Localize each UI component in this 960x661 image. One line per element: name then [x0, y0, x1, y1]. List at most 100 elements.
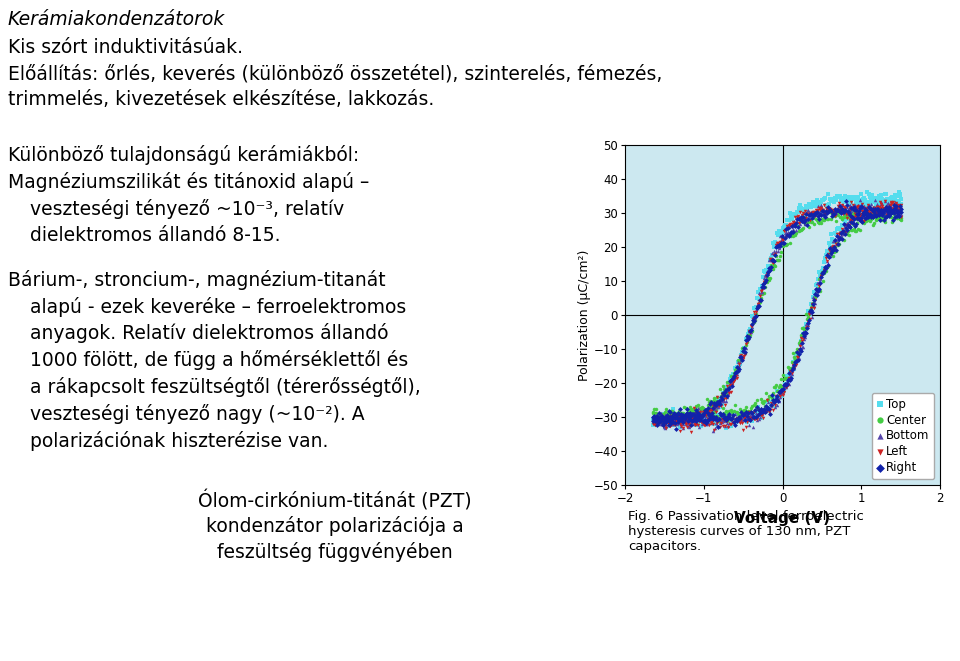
Point	[841, 208, 856, 218]
Point	[727, 371, 742, 381]
Bottom	[889, 208, 904, 218]
Point	[838, 208, 853, 219]
Left	[733, 414, 749, 425]
Top	[885, 196, 900, 206]
Point	[869, 208, 884, 218]
Point	[814, 206, 829, 216]
Point	[785, 209, 801, 219]
Point	[880, 208, 896, 219]
Point	[722, 382, 737, 393]
Point	[791, 202, 806, 213]
Left	[661, 414, 677, 425]
Point	[755, 284, 770, 295]
Center	[719, 406, 734, 416]
Top	[780, 371, 795, 381]
Point	[893, 212, 908, 222]
Center	[804, 303, 819, 313]
Center	[710, 416, 726, 426]
Point	[714, 399, 730, 409]
Left	[735, 424, 751, 435]
Point	[740, 330, 756, 340]
Point	[678, 410, 693, 420]
Top	[674, 416, 689, 426]
Point	[654, 414, 669, 424]
Right	[814, 267, 829, 278]
Point	[660, 409, 675, 420]
Bottom	[693, 412, 708, 422]
Top	[758, 405, 774, 415]
Point	[789, 221, 804, 231]
Point	[795, 208, 810, 218]
Top	[710, 415, 726, 426]
Bottom	[846, 213, 861, 223]
Point	[885, 215, 900, 225]
Left	[824, 247, 839, 257]
Point	[852, 209, 868, 219]
Left	[755, 409, 770, 420]
Point	[663, 406, 679, 416]
Point	[851, 192, 866, 202]
Point	[662, 418, 678, 428]
Right	[723, 413, 738, 424]
Point	[837, 190, 852, 201]
Point	[857, 195, 873, 206]
Point	[743, 325, 758, 336]
Point	[701, 409, 716, 420]
Center	[660, 408, 676, 419]
Point	[801, 204, 816, 215]
Point	[734, 347, 750, 358]
Center	[839, 229, 854, 239]
Right	[708, 413, 723, 424]
Point	[846, 206, 861, 216]
Point	[672, 413, 687, 424]
Top	[765, 401, 780, 412]
Point	[728, 363, 743, 373]
Point	[662, 407, 678, 417]
Left	[690, 420, 706, 431]
Center	[828, 241, 843, 252]
Right	[852, 212, 867, 223]
Top	[743, 412, 758, 422]
Point	[689, 414, 705, 425]
Right	[891, 211, 906, 221]
Top	[698, 413, 713, 424]
Point	[756, 288, 771, 298]
Top	[737, 413, 753, 424]
Point	[730, 369, 745, 379]
Point	[734, 343, 750, 354]
Right	[729, 414, 744, 424]
Point	[840, 192, 855, 203]
Point	[832, 203, 848, 214]
Text: kondenzátor polarizációja a: kondenzátor polarizációja a	[206, 516, 464, 536]
Center	[724, 405, 739, 415]
Left	[674, 420, 689, 431]
Point	[722, 388, 737, 399]
Bottom	[746, 422, 761, 432]
Point	[804, 217, 819, 227]
Left	[704, 418, 719, 428]
Point	[708, 400, 723, 410]
Top	[772, 392, 787, 403]
Point	[715, 388, 731, 399]
Point	[810, 210, 826, 221]
Center	[872, 214, 887, 225]
Bottom	[654, 418, 669, 429]
Point	[680, 416, 695, 427]
Point	[662, 421, 678, 432]
Right	[769, 391, 784, 401]
Top	[670, 414, 685, 425]
Point	[674, 411, 689, 422]
Center	[689, 412, 705, 423]
Point	[690, 399, 706, 410]
Point	[692, 415, 708, 426]
Top	[704, 412, 719, 422]
Point	[811, 214, 827, 225]
Point	[663, 414, 679, 425]
Top	[873, 194, 888, 204]
Center	[838, 226, 853, 237]
Point	[832, 201, 848, 212]
Right	[799, 328, 814, 338]
Bottom	[783, 368, 799, 378]
Point	[866, 210, 881, 221]
Point	[763, 262, 779, 272]
